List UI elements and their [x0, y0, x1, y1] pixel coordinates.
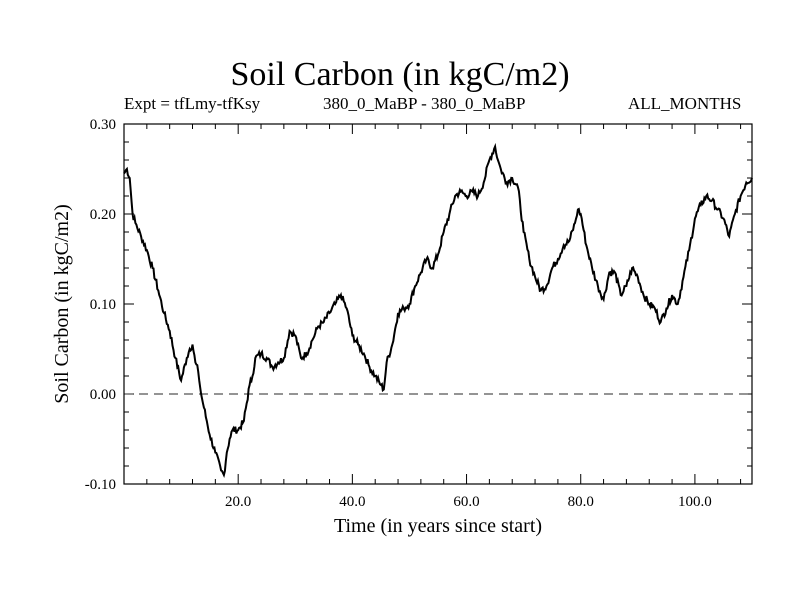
y-tick-label: 0.30 [90, 117, 116, 133]
y-tick-label: 0.20 [90, 207, 116, 223]
x-tick-label: 60.0 [453, 494, 479, 510]
soil-carbon-line [123, 142, 753, 478]
period-label: 380_0_MaBP - 380_0_MaBP [323, 94, 526, 113]
y-tick-label: -0.10 [85, 477, 116, 493]
months-label: ALL_MONTHS [628, 94, 742, 113]
x-tick-label: 20.0 [225, 494, 251, 510]
ticks-layer [124, 123, 752, 485]
plot-frame [123, 123, 753, 485]
x-axis-label: Time (in years since start) [334, 515, 542, 537]
x-tick-label: 40.0 [339, 494, 365, 510]
y-tick-label: 0.00 [90, 387, 116, 403]
experiment-label: Expt = tfLmy-tfKsy [124, 94, 261, 113]
x-tick-label: 100.0 [678, 494, 712, 510]
labels-layer: 20.0 40.0 60.0 80.0 100.0 -0.10 0.00 0.10 0.20 0.… [85, 117, 712, 510]
y-tick-label: 0.10 [90, 297, 116, 313]
x-tick-label: 80.0 [568, 494, 594, 510]
y-axis-label: Soil Carbon (in kgC/m2) [51, 204, 73, 403]
chart-title: Soil Carbon (in kgC/m2) [230, 56, 570, 93]
